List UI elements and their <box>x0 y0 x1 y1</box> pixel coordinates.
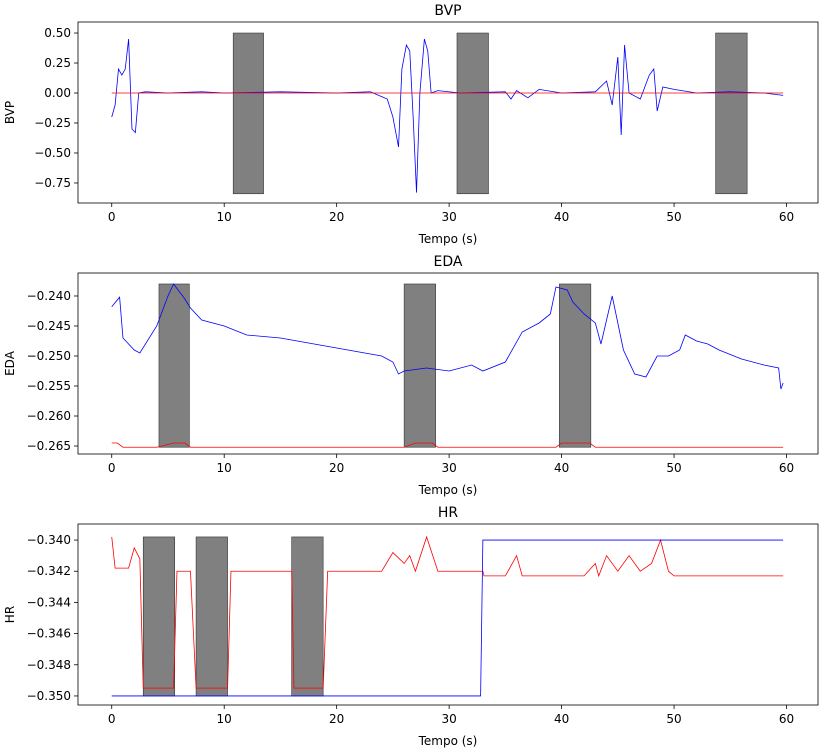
x-tick-label: 20 <box>329 210 344 224</box>
y-axis-label: BVP <box>3 101 17 124</box>
y-tick-label: −0.340 <box>27 533 71 547</box>
x-tick-label: 40 <box>554 461 569 475</box>
y-tick-label: −0.346 <box>27 627 71 641</box>
x-tick-label: 20 <box>329 461 344 475</box>
axes-frame <box>77 272 819 455</box>
x-tick-label: 50 <box>666 461 681 475</box>
y-axis-label: HR <box>3 606 17 623</box>
axes-frame <box>77 21 819 204</box>
x-axis-label: Tempo (s) <box>418 483 478 497</box>
x-tick-label: 10 <box>217 712 232 726</box>
line-series <box>111 535 784 689</box>
y-tick-label: −0.260 <box>27 409 71 423</box>
shaded-region <box>403 283 436 448</box>
x-tick-label: 30 <box>441 712 456 726</box>
y-tick-label: −0.25 <box>34 116 71 130</box>
x-tick-label: 10 <box>217 210 232 224</box>
x-tick-label: 20 <box>329 712 344 726</box>
x-tick-label: 40 <box>554 210 569 224</box>
chart-title: EDA <box>434 254 463 270</box>
axes-frame <box>77 523 819 706</box>
shaded-region <box>559 283 592 448</box>
y-tick-label: −0.75 <box>34 176 71 190</box>
x-tick-label: 30 <box>441 210 456 224</box>
shaded-region <box>291 536 324 697</box>
shaded-region <box>456 32 489 195</box>
shaded-region <box>142 536 176 697</box>
x-tick-label: 50 <box>666 712 681 726</box>
y-tick-label: −0.348 <box>27 658 71 672</box>
shaded-region <box>158 283 190 448</box>
x-axis-label: Tempo (s) <box>418 734 478 748</box>
line-series <box>111 38 784 193</box>
y-tick-label: −0.245 <box>27 319 71 333</box>
y-tick-label: −0.342 <box>27 564 71 578</box>
y-tick-label: −0.255 <box>27 379 71 393</box>
chart-title: HR <box>438 505 459 521</box>
x-tick-label: 50 <box>666 210 681 224</box>
x-axis-label: Tempo (s) <box>418 232 478 246</box>
line-series <box>111 283 784 390</box>
x-tick-label: 0 <box>108 210 116 224</box>
y-axis-label: EDA <box>3 350 17 376</box>
y-tick-label: −0.344 <box>27 595 71 609</box>
shaded-region <box>195 536 228 697</box>
y-tick-label: −0.265 <box>27 439 71 453</box>
x-tick-label: 30 <box>441 461 456 475</box>
shaded-region <box>715 32 748 195</box>
x-tick-label: 60 <box>779 210 794 224</box>
x-tick-label: 40 <box>554 712 569 726</box>
y-tick-label: −0.350 <box>27 689 71 703</box>
y-tick-label: −0.240 <box>27 289 71 303</box>
x-tick-label: 0 <box>108 712 116 726</box>
line-series <box>111 539 784 697</box>
x-tick-label: 10 <box>217 461 232 475</box>
line-series <box>111 442 784 448</box>
y-tick-label: −0.50 <box>34 146 71 160</box>
x-tick-label: 60 <box>779 712 794 726</box>
y-tick-label: 0.00 <box>44 86 71 100</box>
y-tick-label: −0.250 <box>27 349 71 363</box>
y-tick-label: 0.25 <box>44 56 71 70</box>
x-tick-label: 0 <box>108 461 116 475</box>
shaded-region <box>232 32 264 195</box>
chart-title: BVP <box>434 3 461 19</box>
y-tick-label: 0.50 <box>44 26 71 40</box>
x-tick-label: 60 <box>779 461 794 475</box>
